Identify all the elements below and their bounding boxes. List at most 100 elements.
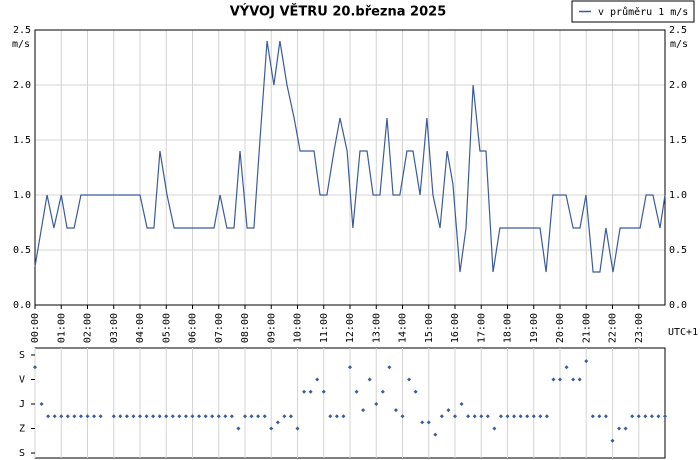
x-tick-label: 10:00: [293, 313, 304, 343]
direction-point: [164, 414, 169, 419]
chart-title: VÝVOJ VĚTRU 20.března 2025: [230, 4, 447, 20]
direction-point: [229, 414, 234, 419]
x-tick-label: 04:00: [135, 313, 146, 343]
direction-point: [374, 402, 379, 406]
x-tick-label: 06:00: [188, 313, 199, 343]
direction-point: [203, 414, 208, 419]
direction-point: [72, 414, 77, 419]
direction-point: [518, 414, 523, 419]
direction-point: [138, 414, 142, 419]
x-tick-label: 11:00: [319, 313, 330, 343]
x-tick-label: 12:00: [345, 313, 356, 343]
direction-point: [354, 389, 359, 394]
wind-line: [34, 40, 666, 273]
x-tick-label: 19:00: [529, 313, 540, 343]
direction-point: [597, 414, 602, 419]
direction-point: [512, 414, 517, 419]
y-tick-label: 2.0: [13, 80, 31, 91]
x-tick-label: 20:00: [555, 313, 566, 343]
direction-point: [393, 408, 398, 413]
direction-point: [663, 414, 667, 419]
direction-point: [157, 414, 162, 419]
direction-point: [52, 414, 57, 419]
direction-point: [649, 414, 654, 419]
direction-point: [262, 414, 267, 419]
direction-point: [551, 377, 556, 382]
y-tick-label-right: 1.0: [669, 190, 687, 201]
x-tick-label: 17:00: [476, 313, 487, 343]
direction-point: [453, 414, 457, 419]
direction-point: [321, 389, 326, 394]
direction-point: [505, 414, 510, 419]
direction-point: [223, 414, 228, 419]
y-tick-label-right: 2.0: [669, 80, 687, 91]
direction-point: [538, 414, 543, 419]
y-axis-label-right: m/s: [670, 39, 688, 50]
direction-point: [643, 414, 648, 419]
x-tick-label: 03:00: [109, 313, 120, 343]
x-tick-label: 13:00: [371, 313, 382, 343]
x-tick-label: 07:00: [214, 313, 225, 343]
direction-point: [558, 377, 562, 382]
direction-point: [118, 414, 123, 419]
direction-point: [407, 377, 412, 382]
x-tick-label: 09:00: [266, 313, 277, 343]
x-tick-label: 16:00: [450, 313, 461, 343]
direction-point: [531, 414, 536, 419]
direction-point: [590, 414, 595, 419]
x-tick-label: 00:00: [30, 313, 41, 343]
x-tick-label: 05:00: [161, 313, 172, 343]
direction-point: [302, 389, 307, 394]
x-tick-label: 21:00: [581, 313, 592, 343]
legend: v průměru 1 m/s: [571, 0, 695, 23]
direction-point: [46, 414, 51, 419]
x-tick-label: 18:00: [503, 313, 514, 343]
direction-point: [183, 414, 188, 419]
direction-point: [472, 414, 477, 419]
direction-point: [334, 414, 339, 419]
direction-point: [459, 402, 464, 406]
direction-point: [243, 414, 247, 419]
x-tick-label: 02:00: [83, 313, 94, 343]
direction-point: [39, 402, 44, 406]
direction-point: [446, 408, 451, 413]
direction-point: [249, 414, 254, 419]
direction-point: [282, 414, 287, 419]
direction-point: [367, 377, 372, 382]
direction-point: [433, 432, 438, 437]
direction-point: [577, 377, 582, 382]
direction-point: [571, 377, 576, 382]
direction-point: [210, 414, 215, 419]
x-tick-label: 23:00: [634, 313, 645, 343]
y-tick-label: 1.5: [13, 135, 31, 146]
direction-point: [151, 414, 156, 419]
direction-point: [124, 414, 129, 419]
direction-point: [59, 414, 64, 419]
direction-point: [623, 426, 628, 431]
y-tick-label-right: 2.5: [669, 25, 687, 36]
direction-point: [544, 414, 549, 419]
y-tick-label: S: [19, 350, 25, 361]
direction-point: [498, 414, 503, 419]
direction-point: [275, 420, 280, 425]
direction-point: [348, 365, 352, 370]
direction-point: [98, 414, 103, 419]
direction-point: [413, 389, 418, 394]
legend-box: [571, 0, 695, 23]
direction-point: [636, 414, 641, 419]
direction-point: [85, 414, 90, 419]
y-axis-label: m/s: [12, 39, 30, 50]
x-tick-label: 15:00: [424, 313, 435, 343]
y-tick-label-right: 1.5: [669, 135, 687, 146]
direction-point: [308, 389, 313, 394]
direction-point: [564, 365, 569, 370]
x-tick-label: 14:00: [398, 313, 409, 343]
direction-point: [485, 414, 490, 419]
y-tick-label: 0.5: [13, 245, 31, 256]
direction-point: [190, 414, 195, 419]
direction-point: [656, 414, 661, 419]
y-tick-label: 1.0: [13, 190, 31, 201]
direction-point: [420, 420, 425, 425]
direction-point: [144, 414, 149, 419]
